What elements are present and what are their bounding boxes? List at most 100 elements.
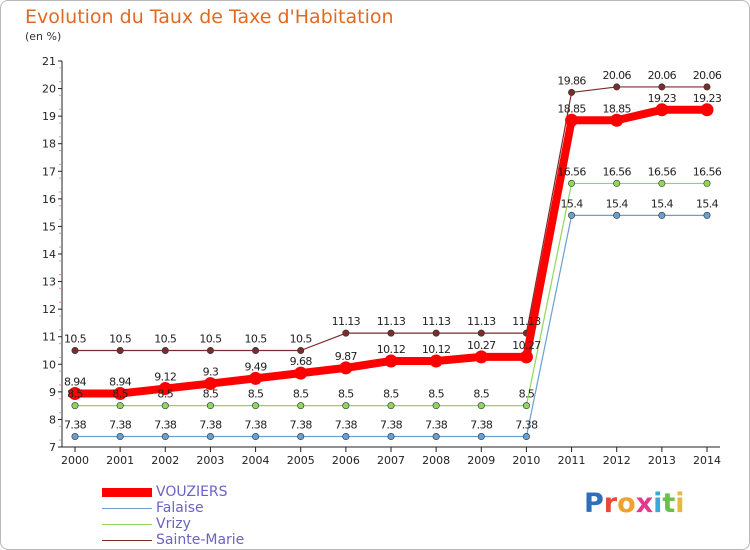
- y-tick-label: 16: [42, 193, 56, 206]
- legend-label-vrizy: Vrizy: [156, 516, 191, 532]
- x-tick-label: 2011: [558, 454, 586, 467]
- data-label-sainte-marie: 11.13: [422, 315, 451, 328]
- legend-swatch-sainte-marie: [102, 539, 152, 541]
- data-point-sainte-marie: [432, 329, 440, 337]
- data-label-sainte-marie: 10.5: [64, 333, 87, 346]
- x-tick-label: 2001: [106, 454, 134, 467]
- data-label-vouziers: 18.85: [602, 102, 631, 115]
- y-tick-label: 18: [42, 138, 56, 151]
- x-tick-label: 2009: [467, 454, 495, 467]
- y-minor-dot: [59, 218, 61, 221]
- x-tick-label: 2004: [242, 454, 270, 467]
- data-point-falaise: [252, 433, 260, 441]
- data-label-vouziers: 9.3: [203, 366, 219, 379]
- data-point-vouziers: [158, 382, 172, 396]
- data-point-falaise: [568, 211, 576, 219]
- y-minor-dot: [59, 67, 61, 69]
- x-tick-label: 2000: [61, 454, 89, 467]
- data-point-vouziers: [565, 113, 579, 127]
- data-label-vrizy: 8.5: [157, 388, 173, 401]
- proxiti-logo: Proxiti: [584, 488, 685, 519]
- data-point-vrizy: [342, 402, 350, 410]
- y-minor-dot: [59, 163, 61, 166]
- data-point-vrizy: [432, 402, 440, 410]
- data-point-vrizy: [161, 402, 169, 410]
- data-label-vouziers: 18.85: [557, 102, 586, 115]
- data-point-falaise: [387, 433, 395, 441]
- y-minor-dot: [59, 246, 61, 248]
- data-label-falaise: 7.38: [64, 419, 87, 432]
- data-point-vrizy: [477, 402, 485, 410]
- data-point-sainte-marie: [161, 346, 169, 354]
- data-label-sainte-marie: 11.13: [512, 315, 541, 328]
- y-minor-dot: [59, 329, 61, 331]
- data-point-sainte-marie: [477, 329, 485, 337]
- data-point-falaise: [342, 433, 350, 441]
- y-tick-label: 7: [49, 441, 56, 454]
- data-label-sainte-marie: 20.06: [602, 69, 631, 82]
- page-subtitle: (en %): [25, 30, 62, 43]
- data-point-sainte-marie: [387, 329, 395, 337]
- y-minor-dot: [59, 287, 61, 290]
- data-label-falaise: 7.38: [245, 419, 268, 432]
- y-minor-dot: [59, 411, 61, 414]
- data-label-vouziers: 10.27: [467, 339, 496, 352]
- data-label-sainte-marie: 10.5: [290, 333, 313, 346]
- data-point-vrizy: [522, 402, 530, 410]
- data-label-sainte-marie: 10.5: [109, 333, 132, 346]
- data-point-sainte-marie: [568, 88, 576, 96]
- data-label-vouziers: 8.94: [64, 376, 87, 389]
- y-tick-label: 9: [49, 386, 56, 399]
- data-point-falaise: [658, 211, 666, 219]
- x-tick-label: 2012: [603, 454, 631, 467]
- legend-swatch-vrizy: [102, 523, 152, 525]
- y-tick-label: 15: [42, 220, 56, 233]
- data-point-vrizy: [703, 179, 711, 187]
- data-label-falaise: 7.38: [290, 419, 313, 432]
- data-label-falaise: 15.4: [696, 197, 719, 210]
- data-label-sainte-marie: 10.5: [154, 333, 177, 346]
- y-minor-dot: [59, 191, 61, 193]
- data-point-vouziers: [113, 387, 127, 401]
- data-point-vrizy: [568, 179, 576, 187]
- data-point-vouziers: [68, 387, 82, 401]
- y-minor-dot: [59, 205, 61, 207]
- data-label-vouziers: 9.87: [335, 350, 358, 363]
- y-minor-dot: [59, 260, 61, 262]
- legend-label-falaise: Falaise: [156, 500, 204, 516]
- data-point-vouziers: [429, 354, 443, 368]
- data-point-sainte-marie: [703, 83, 711, 91]
- data-point-vouziers: [700, 103, 714, 117]
- y-minor-dot: [59, 315, 61, 317]
- y-minor-dot: [59, 398, 61, 400]
- data-label-falaise: 7.38: [380, 419, 403, 432]
- data-label-falaise: 7.38: [515, 419, 538, 432]
- data-label-falaise: 7.38: [199, 419, 222, 432]
- y-minor-dot: [59, 439, 61, 441]
- data-label-falaise: 7.38: [109, 419, 132, 432]
- data-label-falaise: 15.4: [651, 197, 674, 210]
- legend-label-vouziers: VOUZIERS: [156, 484, 228, 500]
- y-minor-dot: [59, 342, 61, 345]
- page-title: Evolution du Taux de Taxe d'Habitation: [25, 6, 394, 28]
- x-tick-label: 2006: [332, 454, 360, 467]
- data-point-falaise: [206, 433, 214, 441]
- y-minor-dot: [59, 177, 61, 179]
- data-point-vouziers: [519, 350, 533, 364]
- data-label-sainte-marie: 20.06: [693, 69, 722, 82]
- y-tick-label: 11: [42, 331, 56, 344]
- legend-item-falaise: Falaise: [102, 500, 244, 516]
- data-label-vrizy: 16.56: [648, 165, 677, 178]
- y-minor-dot: [59, 149, 61, 152]
- data-label-vouziers: 8.94: [109, 376, 132, 389]
- data-label-vrizy: 8.5: [473, 388, 489, 401]
- data-point-vouziers: [203, 377, 217, 391]
- data-label-vrizy: 16.56: [557, 165, 586, 178]
- data-label-sainte-marie: 11.13: [467, 315, 496, 328]
- x-tick-label: 2008: [422, 454, 450, 467]
- data-label-vrizy: 8.5: [519, 388, 535, 401]
- data-point-sainte-marie: [116, 346, 124, 354]
- y-tick-label: 14: [42, 248, 56, 261]
- data-label-vouziers: 10.12: [377, 343, 406, 356]
